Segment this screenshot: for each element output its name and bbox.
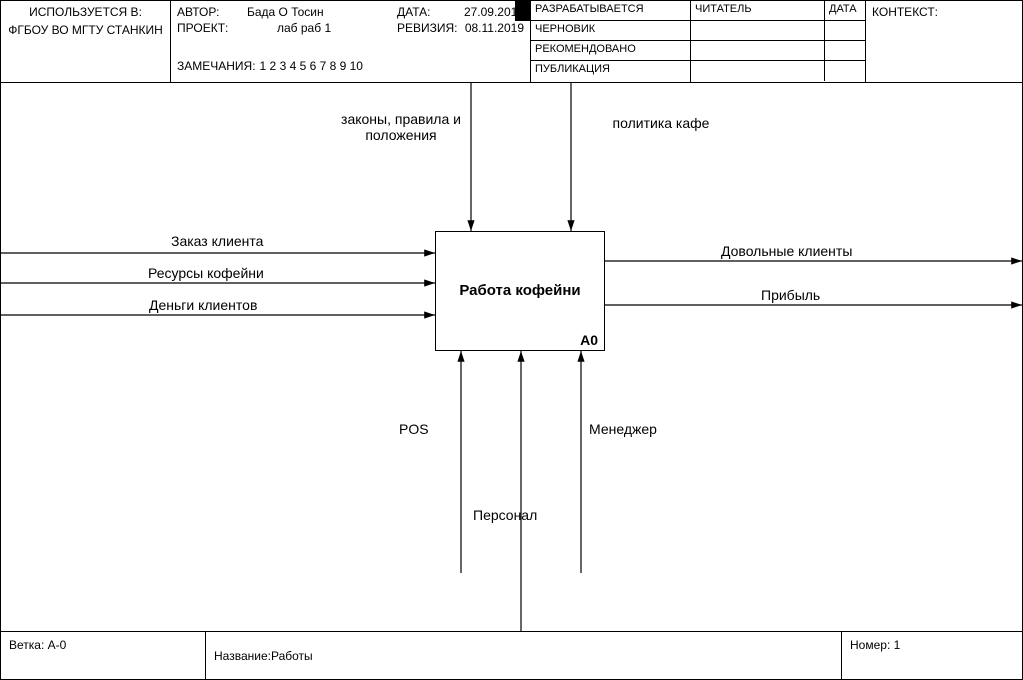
author-label: АВТОР: xyxy=(177,5,247,19)
reader-date-empty xyxy=(825,21,865,40)
notes-label: ЗАМЕЧАНИЯ: xyxy=(177,59,256,73)
status-recommended: РЕКОМЕНДОВАНО xyxy=(531,41,690,61)
arrow-label: Заказ клиента xyxy=(171,233,263,249)
reader-date-empty xyxy=(825,41,865,60)
diagram-area: Работа кофейни A0 Заказ клиента Ресурсы к… xyxy=(1,83,1022,631)
footer-branch: Ветка: A-0 xyxy=(1,632,206,679)
status-draft-label: ЧЕРНОВИК xyxy=(535,23,595,35)
arrow-label: Прибыль xyxy=(761,287,820,303)
reader-date-empty xyxy=(825,61,865,81)
footer-title: Название: Работы xyxy=(206,632,842,679)
activity-id: A0 xyxy=(580,332,598,348)
header-used-in: ИСПОЛЬЗУЕТСЯ В: ФГБОУ ВО МГТУ СТАНКИН xyxy=(1,1,171,82)
header-context-block: КОНТЕКСТ: xyxy=(866,1,1022,82)
status-recommended-label: РЕКОМЕНДОВАНО xyxy=(535,43,636,55)
reader-label: ЧИТАТЕЛЬ xyxy=(691,1,825,20)
reader-date-label: ДАТА xyxy=(825,1,865,20)
activity-box: Работа кофейни A0 xyxy=(435,231,605,351)
header: ИСПОЛЬЗУЕТСЯ В: ФГБОУ ВО МГТУ СТАНКИН АВ… xyxy=(1,1,1022,83)
arrow-label: Менеджер xyxy=(589,421,657,437)
arrow-label: Довольные клиенты xyxy=(721,243,852,259)
reader-empty xyxy=(691,61,825,81)
author-value: Бада О Тосин xyxy=(247,5,397,19)
footer: Ветка: A-0 Название: Работы Номер: 1 xyxy=(1,631,1022,679)
arrows-svg xyxy=(1,83,1022,631)
revision-label: РЕВИЗИЯ: xyxy=(397,21,457,35)
status-working-label: РАЗРАБАТЫВАЕТСЯ xyxy=(535,3,644,15)
header-status-block: РАЗРАБАТЫВАЕТСЯ ЧЕРНОВИК РЕКОМЕНДОВАНО П… xyxy=(531,1,691,82)
number-label: Номер: xyxy=(850,638,890,652)
header-project-block: АВТОР: Бада О Тосин ДАТА: 27.09.2019 ПРО… xyxy=(171,1,531,82)
used-in-label: ИСПОЛЬЗУЕТСЯ В: xyxy=(7,5,164,19)
footer-number: Номер: 1 xyxy=(842,632,1022,679)
arrow-label: POS xyxy=(399,421,429,437)
project-label: ПРОЕКТ: xyxy=(177,21,247,35)
reader-empty xyxy=(691,21,825,40)
reader-empty xyxy=(691,41,825,60)
status-draft: ЧЕРНОВИК xyxy=(531,21,690,41)
arrow-label: Ресурсы кофейни xyxy=(148,265,264,281)
arrow-label: Персонал xyxy=(473,507,537,523)
notes-value: 1 2 3 4 5 6 7 8 9 10 xyxy=(260,59,363,73)
date-value: 27.09.2019 xyxy=(457,5,524,19)
status-publication: ПУБЛИКАЦИЯ xyxy=(531,61,690,81)
idef0-frame: ИСПОЛЬЗУЕТСЯ В: ФГБОУ ВО МГТУ СТАНКИН АВ… xyxy=(0,0,1023,680)
activity-title: Работа кофейни xyxy=(436,282,604,299)
header-reader-block: ЧИТАТЕЛЬ ДАТА xyxy=(691,1,866,82)
used-in-value: ФГБОУ ВО МГТУ СТАНКИН xyxy=(7,23,164,37)
arrow-label: законы, правила иположения xyxy=(321,111,481,143)
project-value: лаб раб 1 xyxy=(247,21,397,35)
status-mark-icon xyxy=(515,1,531,21)
number-value: 1 xyxy=(894,638,901,652)
status-publication-label: ПУБЛИКАЦИЯ xyxy=(535,63,610,75)
context-label: КОНТЕКСТ: xyxy=(872,5,938,19)
status-working: РАЗРАБАТЫВАЕТСЯ xyxy=(531,1,690,21)
title-value: Работы xyxy=(271,649,313,663)
arrow-label: Деньги клиентов xyxy=(149,297,257,313)
revision-value: 08.11.2019 xyxy=(457,21,524,35)
branch-value: A-0 xyxy=(48,638,67,652)
title-label: Название: xyxy=(214,649,271,663)
arrow-label: политика кафе xyxy=(591,115,731,131)
branch-label: Ветка: xyxy=(9,638,44,652)
date-label: ДАТА: xyxy=(397,5,457,19)
